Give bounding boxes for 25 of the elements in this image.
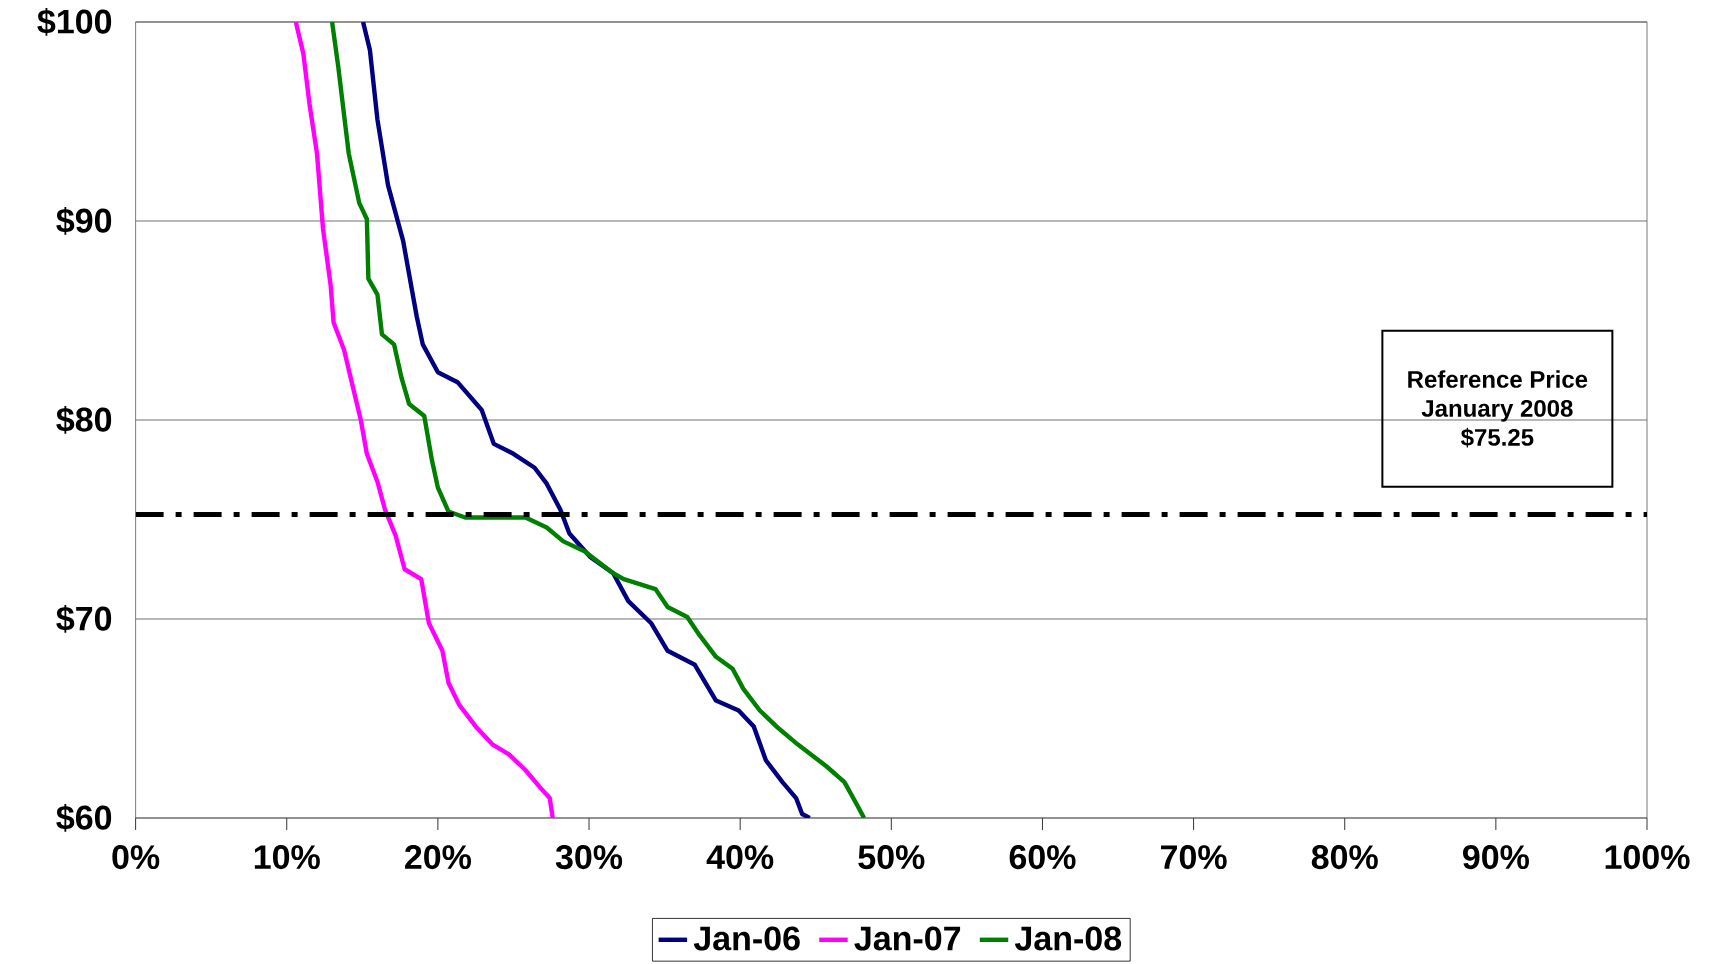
annotation: January 2008: [1421, 399, 1573, 422]
y-tick-label: $80: [56, 406, 112, 434]
legend-label: Jan-06: [693, 926, 800, 951]
line-series: [360, 22, 812, 818]
y-tick-label: $90: [56, 207, 112, 235]
x-tick-label: 70%: [1161, 845, 1227, 870]
x-tick-label: 30%: [555, 845, 623, 870]
x-tick-label: 0%: [112, 845, 160, 870]
x-tick-label: 100%: [1605, 845, 1690, 870]
line-series: [293, 22, 555, 818]
x-tick-label: 60%: [1009, 845, 1076, 870]
x-tick-label: 50%: [858, 845, 925, 870]
x-tick-label: 90%: [1463, 845, 1529, 870]
legend-label: Jan-08: [1014, 926, 1122, 951]
y-tick-label: $70: [56, 605, 112, 633]
x-tick-label: 80%: [1311, 845, 1378, 870]
annotation: Reference Price: [1408, 370, 1588, 388]
y-tick-label: $100: [37, 8, 112, 36]
x-tick-label: 10%: [254, 845, 320, 870]
annotation: $75.25: [1460, 427, 1534, 448]
x-tick-label: 20%: [405, 845, 471, 870]
x-tick-label: 40%: [706, 845, 774, 870]
line-series: [329, 22, 867, 818]
legend-label: Jan-07: [854, 926, 961, 951]
y-tick-label: $60: [56, 804, 112, 832]
